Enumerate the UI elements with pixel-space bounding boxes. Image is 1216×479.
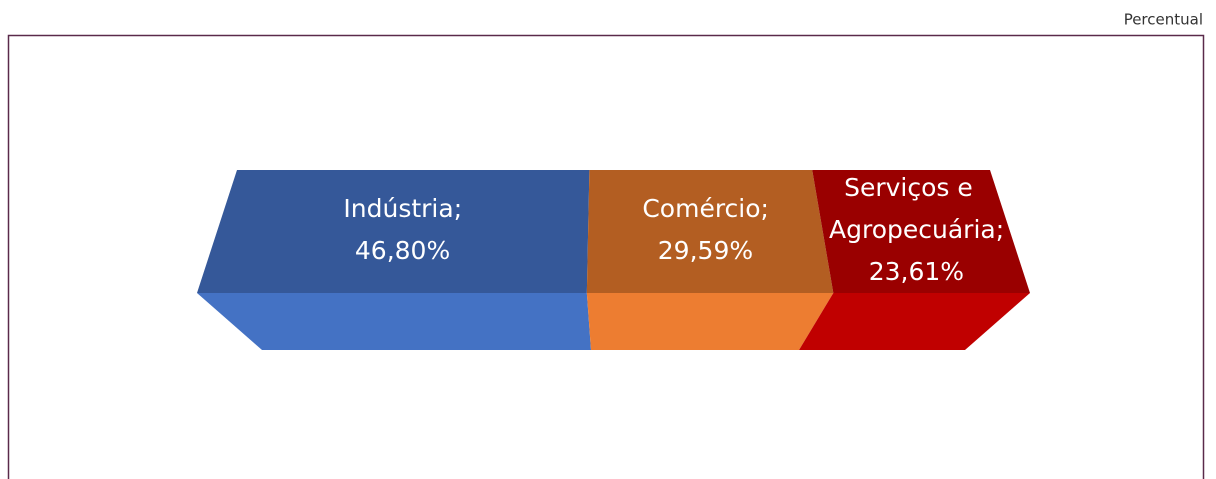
pie-slice-side <box>586 293 834 350</box>
chart-frame <box>7 34 1205 479</box>
chart-subtitle: Percentual <box>1124 11 1203 29</box>
pie-slice-side <box>197 293 592 350</box>
category-label: Serviços e Agropecuária <box>829 173 996 244</box>
pie-slice <box>586 170 834 293</box>
label-separator: ; <box>996 215 1004 244</box>
label-separator: ; <box>761 194 769 223</box>
category-label: Comércio <box>642 194 760 223</box>
pie-slice <box>812 170 1030 293</box>
pie-slice <box>197 170 590 293</box>
category-label: Indústria <box>343 194 453 223</box>
label-separator: ; <box>454 194 462 223</box>
data-label: 23,61% <box>869 257 964 286</box>
data-label: 46,80% <box>355 236 450 265</box>
data-label: 29,59% <box>658 236 753 265</box>
pie-slice-side <box>799 293 1030 350</box>
